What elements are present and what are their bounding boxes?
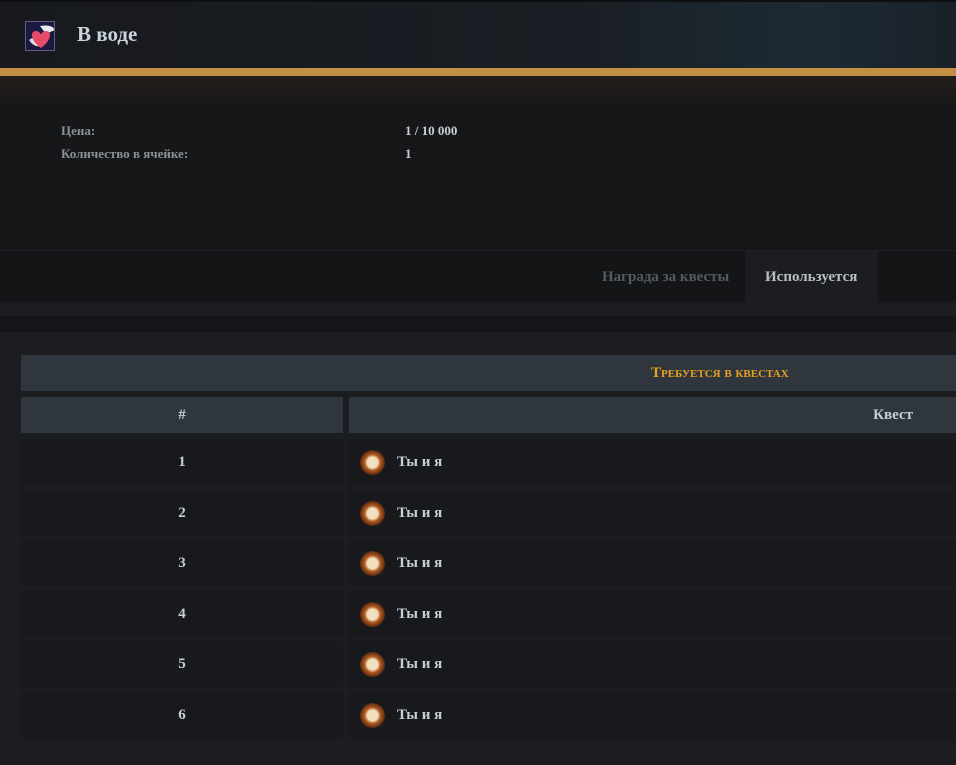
quest-link[interactable]: Ты и я: [397, 605, 443, 622]
divider: [0, 302, 956, 316]
table-row: 1 Ты и я: [21, 439, 956, 485]
quest-scroll-icon: [360, 500, 385, 526]
quest-link[interactable]: Ты и я: [397, 706, 443, 723]
row-number: 3: [21, 540, 343, 586]
table-row: 2 Ты и я: [21, 489, 956, 536]
table-row: 3 Ты и я: [21, 540, 956, 586]
accent-divider: [0, 68, 956, 76]
table-row: 5 Ты и я: [21, 641, 956, 687]
quest-cell: Ты и я: [349, 540, 956, 586]
row-number: 2: [21, 489, 343, 536]
row-number: 1: [21, 439, 343, 485]
quest-cell: Ты и я: [349, 691, 956, 738]
tab-bar: Награда за квесты Используется: [0, 250, 956, 303]
row-number: 6: [21, 691, 343, 738]
price-value: 1 / 10 000: [405, 123, 458, 138]
quest-cell: Ты и я: [349, 590, 956, 637]
table-title: Требуется в квестах: [21, 355, 956, 391]
quest-link[interactable]: Ты и я: [397, 555, 443, 571]
column-quest[interactable]: Квест: [349, 397, 956, 433]
quest-cell: Ты и я: [349, 641, 956, 687]
quest-cell: Ты и я: [349, 439, 956, 485]
table-row: 4 Ты и я: [21, 590, 956, 637]
tab-used-in[interactable]: Используется: [745, 251, 878, 303]
quest-scroll-icon: [360, 551, 385, 576]
quest-cell: Ты и я: [349, 489, 956, 536]
table-header: # Квест: [21, 397, 956, 433]
quest-scroll-icon: [360, 652, 385, 677]
quest-link[interactable]: Ты и я: [397, 454, 443, 470]
table-row: 6 Ты и я: [21, 691, 956, 738]
stack-label: Количество в ячейке:: [61, 146, 189, 161]
quest-scroll-icon: [360, 450, 385, 475]
item-info: Цена: 1 / 10 000 Количество в ячейке: 1: [0, 76, 956, 248]
quest-scroll-icon: [360, 702, 385, 728]
row-number: 4: [21, 590, 343, 637]
quest-link[interactable]: Ты и я: [397, 656, 443, 672]
quest-link[interactable]: Ты и я: [397, 504, 443, 521]
quest-scroll-icon: [360, 601, 385, 627]
price-label: Цена:: [61, 123, 96, 138]
column-number[interactable]: #: [21, 397, 343, 433]
winged-heart-icon: [25, 21, 55, 51]
page-title: В воде: [77, 22, 138, 46]
row-number: 5: [21, 641, 343, 687]
tab-quest-reward[interactable]: Награда за квесты: [602, 269, 730, 285]
header: В воде: [0, 0, 956, 68]
stack-value: 1: [405, 146, 412, 161]
